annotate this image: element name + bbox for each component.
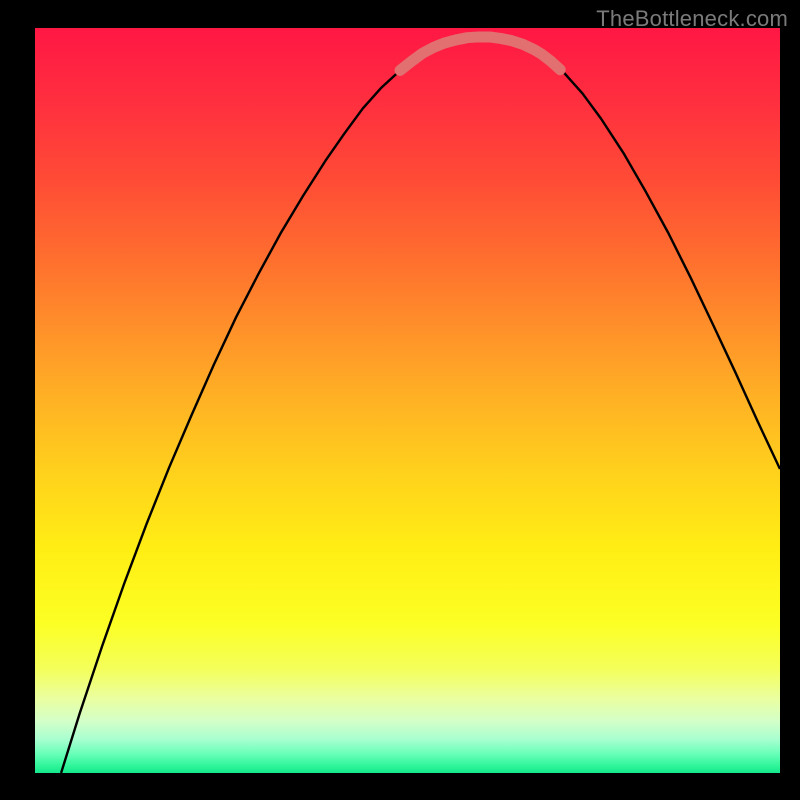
highlight-dot (541, 52, 551, 62)
highlight-dot (501, 34, 511, 44)
highlight-dot (487, 32, 497, 42)
gradient-background (35, 28, 780, 773)
highlight-dot (474, 32, 484, 42)
plot-area (35, 28, 780, 773)
highlight-dot (408, 55, 418, 65)
highlight-dot (420, 47, 430, 57)
chart-svg (35, 28, 780, 773)
highlight-dot (460, 33, 470, 43)
highlight-dot (527, 44, 537, 54)
highlight-dot (446, 35, 456, 45)
highlight-dot (514, 38, 524, 48)
highlight-dot (433, 40, 443, 50)
chart-frame: TheBottleneck.com (0, 0, 800, 800)
highlight-dot (551, 61, 561, 71)
highlight-dot (395, 65, 405, 75)
